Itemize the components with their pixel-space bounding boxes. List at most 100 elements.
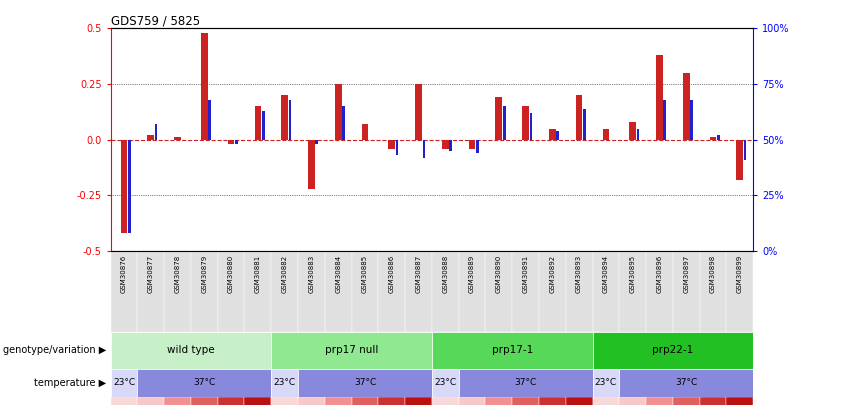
Text: GSM30878: GSM30878 bbox=[174, 255, 180, 293]
Text: GSM30888: GSM30888 bbox=[443, 255, 448, 293]
Bar bbox=[646, 251, 673, 332]
Text: GSM30899: GSM30899 bbox=[737, 255, 743, 293]
Bar bbox=[415, 84, 422, 140]
Text: 23°C: 23°C bbox=[273, 378, 295, 387]
Bar bbox=[325, 251, 351, 332]
Text: GSM30883: GSM30883 bbox=[308, 255, 314, 293]
Text: GSM30889: GSM30889 bbox=[469, 255, 475, 293]
Bar bbox=[271, 369, 298, 397]
Bar bbox=[690, 100, 693, 140]
Bar bbox=[298, 397, 325, 405]
Bar bbox=[557, 131, 559, 140]
Text: prp22-1: prp22-1 bbox=[652, 345, 694, 355]
Bar bbox=[422, 140, 426, 158]
Text: GSM30887: GSM30887 bbox=[415, 255, 421, 293]
Bar bbox=[503, 106, 505, 140]
Bar bbox=[128, 140, 131, 233]
Bar bbox=[700, 251, 727, 332]
Text: temperature ▶: temperature ▶ bbox=[34, 378, 106, 388]
Bar bbox=[736, 140, 743, 180]
Bar bbox=[700, 397, 727, 405]
Bar bbox=[727, 251, 753, 332]
Bar bbox=[147, 135, 154, 140]
Bar bbox=[351, 251, 379, 332]
Text: GSM30890: GSM30890 bbox=[496, 255, 502, 293]
Bar bbox=[710, 137, 717, 140]
Bar bbox=[405, 397, 431, 405]
Bar bbox=[228, 140, 234, 144]
Bar bbox=[620, 397, 646, 405]
Text: 37°C: 37°C bbox=[193, 378, 215, 387]
Text: GSM30877: GSM30877 bbox=[148, 255, 154, 293]
Bar bbox=[137, 369, 271, 397]
Bar bbox=[316, 140, 318, 144]
Bar bbox=[164, 397, 191, 405]
Bar bbox=[342, 106, 345, 140]
Bar bbox=[431, 397, 459, 405]
Bar bbox=[630, 122, 636, 140]
Bar bbox=[469, 140, 476, 149]
Bar bbox=[351, 397, 379, 405]
Text: 23°C: 23°C bbox=[434, 378, 456, 387]
Bar bbox=[476, 140, 479, 153]
Bar bbox=[431, 251, 459, 332]
Bar bbox=[244, 397, 271, 405]
Bar bbox=[308, 140, 315, 189]
Text: GSM30880: GSM30880 bbox=[228, 255, 234, 293]
Bar bbox=[673, 397, 700, 405]
Text: GSM30885: GSM30885 bbox=[362, 255, 368, 293]
Text: GSM30879: GSM30879 bbox=[202, 255, 208, 293]
Bar bbox=[111, 397, 137, 405]
Bar bbox=[495, 97, 502, 140]
Bar bbox=[656, 55, 663, 140]
Bar bbox=[298, 369, 431, 397]
Text: prp17-1: prp17-1 bbox=[492, 345, 533, 355]
Bar bbox=[271, 251, 298, 332]
Bar bbox=[262, 111, 265, 140]
Bar bbox=[325, 397, 351, 405]
Bar bbox=[592, 251, 620, 332]
Bar bbox=[592, 397, 620, 405]
Bar bbox=[523, 106, 529, 140]
Bar bbox=[512, 251, 539, 332]
Text: 37°C: 37°C bbox=[515, 378, 537, 387]
Bar bbox=[637, 129, 639, 140]
Bar bbox=[254, 106, 261, 140]
Bar bbox=[191, 397, 218, 405]
Bar bbox=[298, 251, 325, 332]
Bar bbox=[583, 109, 585, 140]
Bar bbox=[485, 397, 512, 405]
Bar bbox=[683, 73, 689, 140]
Text: wild type: wild type bbox=[167, 345, 214, 355]
Text: GSM30881: GSM30881 bbox=[254, 255, 261, 293]
Bar bbox=[459, 397, 485, 405]
Text: GDS759 / 5825: GDS759 / 5825 bbox=[111, 14, 200, 27]
Bar bbox=[431, 332, 592, 369]
Bar bbox=[727, 397, 753, 405]
Bar bbox=[673, 251, 700, 332]
Bar bbox=[620, 369, 753, 397]
Bar bbox=[155, 124, 157, 140]
Bar bbox=[459, 369, 592, 397]
Bar bbox=[218, 251, 244, 332]
Bar bbox=[646, 397, 673, 405]
Text: GSM30895: GSM30895 bbox=[630, 255, 636, 293]
Bar bbox=[405, 251, 431, 332]
Bar bbox=[137, 397, 164, 405]
Bar bbox=[566, 251, 592, 332]
Bar bbox=[282, 95, 288, 140]
Bar bbox=[396, 140, 398, 155]
Bar bbox=[218, 397, 244, 405]
Bar bbox=[664, 100, 666, 140]
Bar bbox=[431, 369, 459, 397]
Bar bbox=[603, 129, 609, 140]
Bar bbox=[362, 124, 368, 140]
Text: GSM30882: GSM30882 bbox=[282, 255, 288, 293]
Bar bbox=[111, 251, 137, 332]
Text: GSM30886: GSM30886 bbox=[389, 255, 395, 293]
Bar bbox=[592, 332, 753, 369]
Text: GSM30894: GSM30894 bbox=[603, 255, 609, 293]
Bar bbox=[201, 33, 208, 140]
Text: GSM30884: GSM30884 bbox=[335, 255, 341, 293]
Bar bbox=[539, 251, 566, 332]
